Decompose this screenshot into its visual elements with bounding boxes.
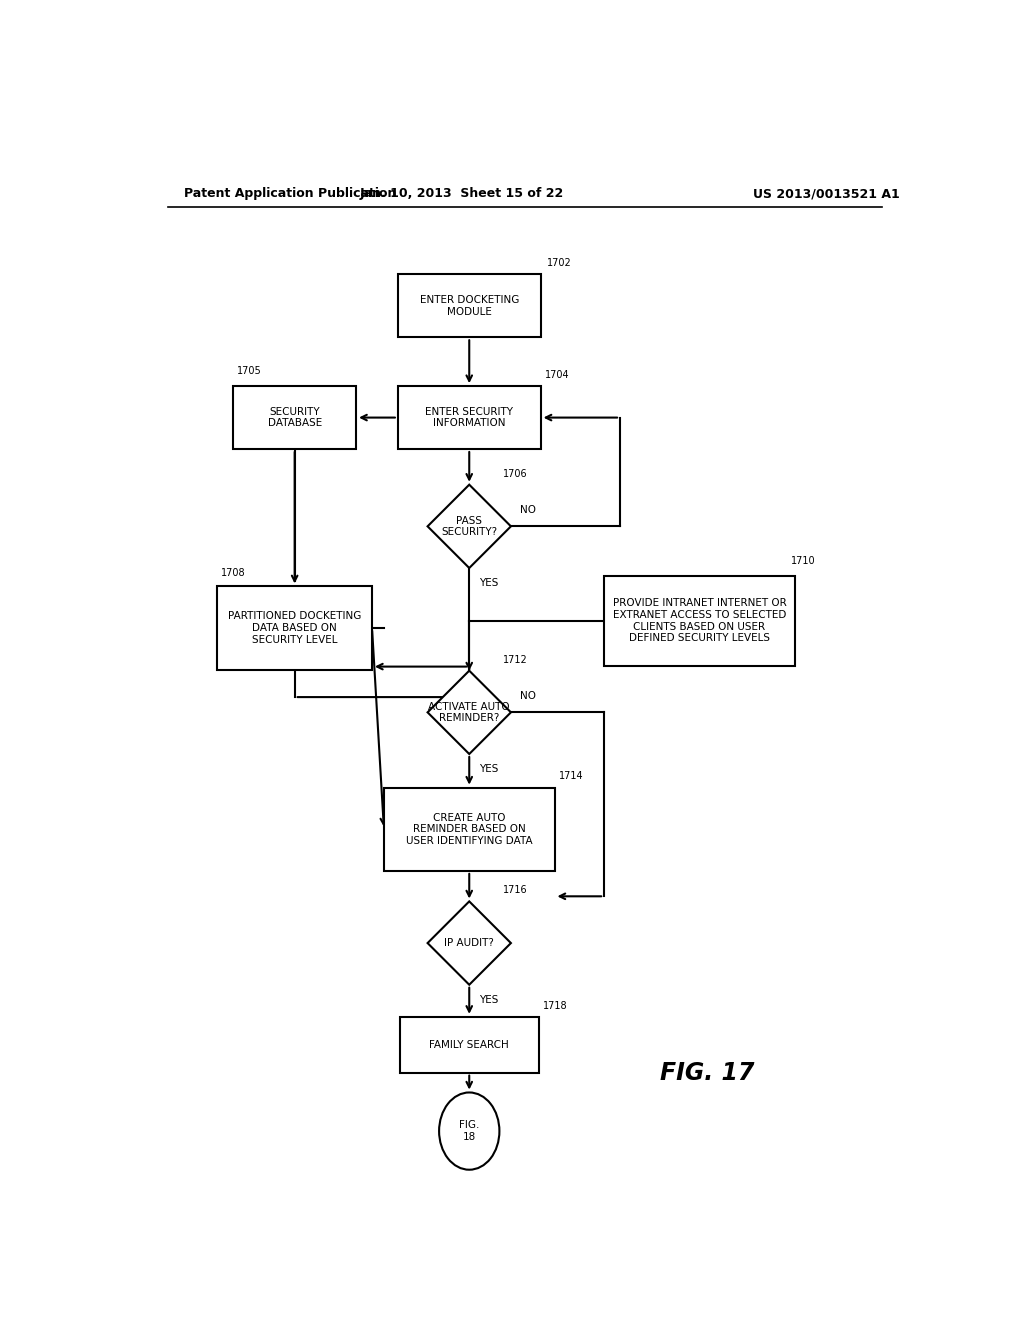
FancyBboxPatch shape <box>397 275 541 338</box>
Text: 1716: 1716 <box>503 886 527 895</box>
Text: PARTITIONED DOCKETING
DATA BASED ON
SECURITY LEVEL: PARTITIONED DOCKETING DATA BASED ON SECU… <box>228 611 361 644</box>
Text: ENTER SECURITY
INFORMATION: ENTER SECURITY INFORMATION <box>425 407 513 429</box>
Text: 1710: 1710 <box>791 556 815 566</box>
FancyBboxPatch shape <box>399 1016 539 1073</box>
Polygon shape <box>428 902 511 985</box>
Text: 1708: 1708 <box>221 568 246 578</box>
Text: ENTER DOCKETING
MODULE: ENTER DOCKETING MODULE <box>420 294 519 317</box>
FancyBboxPatch shape <box>397 385 541 449</box>
Text: ACTIVATE AUTO
REMINDER?: ACTIVATE AUTO REMINDER? <box>428 701 510 723</box>
Text: FAMILY SEARCH: FAMILY SEARCH <box>429 1040 509 1049</box>
Text: PROVIDE INTRANET INTERNET OR
EXTRANET ACCESS TO SELECTED
CLIENTS BASED ON USER
D: PROVIDE INTRANET INTERNET OR EXTRANET AC… <box>612 598 786 643</box>
FancyBboxPatch shape <box>217 586 372 669</box>
Text: FIG. 17: FIG. 17 <box>660 1061 755 1085</box>
Text: FIG.
18: FIG. 18 <box>459 1121 479 1142</box>
Text: NO: NO <box>520 692 537 701</box>
Text: US 2013/0013521 A1: US 2013/0013521 A1 <box>753 187 900 201</box>
FancyBboxPatch shape <box>233 385 356 449</box>
Polygon shape <box>428 671 511 754</box>
Text: CREATE AUTO
REMINDER BASED ON
USER IDENTIFYING DATA: CREATE AUTO REMINDER BASED ON USER IDENT… <box>406 813 532 846</box>
Text: YES: YES <box>479 995 498 1005</box>
Text: 1718: 1718 <box>543 1001 567 1011</box>
Text: 1712: 1712 <box>503 655 527 664</box>
Text: Jan. 10, 2013  Sheet 15 of 22: Jan. 10, 2013 Sheet 15 of 22 <box>359 187 563 201</box>
Text: 1702: 1702 <box>547 259 571 268</box>
Text: 1706: 1706 <box>503 469 527 479</box>
Polygon shape <box>428 484 511 568</box>
FancyBboxPatch shape <box>384 788 555 871</box>
Text: SECURITY
DATABASE: SECURITY DATABASE <box>267 407 322 429</box>
Text: IP AUDIT?: IP AUDIT? <box>444 939 495 948</box>
Text: YES: YES <box>479 578 498 589</box>
Circle shape <box>439 1093 500 1170</box>
Text: PASS
SECURITY?: PASS SECURITY? <box>441 516 498 537</box>
Text: 1705: 1705 <box>238 366 262 376</box>
Text: 1704: 1704 <box>545 370 569 380</box>
Text: Patent Application Publication: Patent Application Publication <box>183 187 396 201</box>
Text: 1714: 1714 <box>558 771 583 781</box>
Text: YES: YES <box>479 764 498 775</box>
Text: NO: NO <box>520 506 537 515</box>
FancyBboxPatch shape <box>604 576 795 665</box>
